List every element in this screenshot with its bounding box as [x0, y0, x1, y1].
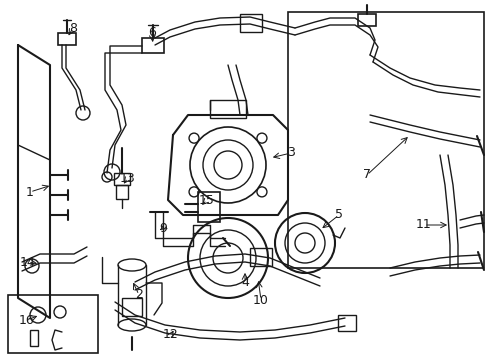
Text: 11: 11: [415, 219, 431, 231]
Bar: [116, 185, 128, 199]
Text: 4: 4: [241, 275, 248, 288]
Bar: [198, 192, 220, 222]
Text: 15: 15: [199, 194, 215, 207]
Text: 5: 5: [334, 208, 342, 221]
Bar: [287, 12, 483, 268]
Text: 14: 14: [20, 256, 36, 269]
Text: 2: 2: [135, 288, 142, 302]
Text: 12: 12: [163, 328, 179, 342]
Text: 13: 13: [120, 171, 136, 184]
Bar: [240, 14, 262, 32]
Bar: [337, 315, 355, 331]
Bar: [114, 173, 130, 185]
Bar: [8, 295, 98, 353]
Text: 3: 3: [286, 147, 294, 159]
Bar: [58, 33, 76, 45]
Text: 1: 1: [26, 185, 34, 198]
Bar: [30, 330, 38, 346]
Bar: [209, 100, 245, 118]
Bar: [249, 248, 271, 266]
Text: 10: 10: [253, 293, 268, 306]
Text: 7: 7: [362, 168, 370, 181]
Text: 9: 9: [159, 221, 166, 234]
Text: 8: 8: [69, 22, 77, 35]
Text: 16: 16: [19, 314, 35, 327]
Text: 6: 6: [148, 26, 156, 39]
Bar: [357, 14, 375, 26]
Bar: [142, 38, 163, 53]
Bar: [122, 298, 142, 316]
